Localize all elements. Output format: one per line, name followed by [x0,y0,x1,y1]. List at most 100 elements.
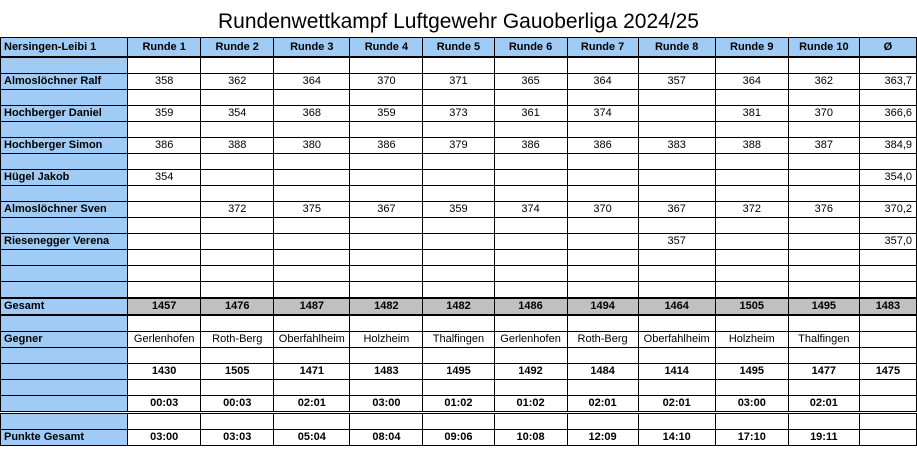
average-cell: 1475 [858,363,917,380]
empty-cell [637,347,716,364]
empty-cell [127,314,202,332]
empty-cell [566,249,639,266]
score-cell: 02:01 [637,395,716,414]
row-label-cell [0,185,129,202]
score-cell [637,169,716,186]
empty-cell [566,412,639,430]
empty-cell [422,249,495,266]
score-cell: 1494 [566,297,639,316]
empty-cell [493,265,568,282]
spacer-row [0,56,917,74]
spacer-row [0,379,917,396]
empty-cell [566,217,639,234]
empty-cell [637,56,716,74]
empty-cell [493,379,568,396]
score-cell [714,169,789,186]
score-cell: Gerlenhofen [127,331,202,348]
empty-cell [858,185,917,202]
row-label-cell [0,412,129,430]
average-cell: 370,2 [858,201,917,218]
empty-cell [127,56,202,74]
score-cell: 367 [349,201,424,218]
score-cell: Thalfingen [787,331,860,348]
score-cell: 372 [200,201,275,218]
score-cell: 1495 [714,363,789,380]
score-cell [349,169,424,186]
empty-cell [200,412,275,430]
empty-cell [273,217,351,234]
row-label-cell [0,56,129,74]
score-cell: 1505 [714,297,789,316]
empty-cell [493,185,568,202]
row-label-cell: Gesamt [0,297,129,316]
score-cell: 370 [349,73,424,90]
score-cell: Thalfingen [422,331,495,348]
score-cell: 02:01 [273,395,351,414]
empty-cell [422,185,495,202]
empty-cell [787,281,860,299]
score-cell: 1477 [787,363,860,380]
score-cell: 380 [273,137,351,154]
spacer-row [0,217,917,234]
empty-cell [273,153,351,170]
empty-cell [349,121,424,138]
empty-cell [858,89,917,106]
score-cell: Gerlenhofen [493,331,568,348]
score-cell [349,233,424,250]
empty-cell [858,121,917,138]
empty-cell [566,281,639,299]
row-label-cell: Hügel Jakob [0,169,129,186]
empty-cell [127,185,202,202]
score-cell: 09:06 [422,429,495,446]
score-cell: 388 [200,137,275,154]
score-cell: 386 [127,137,202,154]
score-cell: 03:00 [349,395,424,414]
score-cell: 1476 [200,297,275,316]
empty-cell [566,56,639,74]
empty-cell [349,89,424,106]
empty-cell [127,249,202,266]
empty-cell [714,281,789,299]
empty-cell [714,314,789,332]
empty-cell [273,412,351,430]
empty-cell [858,281,917,299]
empty-cell [637,412,716,430]
team-name-header: Nersingen-Leibi 1 [0,37,129,58]
empty-cell [858,153,917,170]
score-cell: 374 [566,105,639,122]
average-cell: 384,9 [858,137,917,154]
score-cell: 367 [637,201,716,218]
empty-cell [273,56,351,74]
empty-cell [493,281,568,299]
empty-cell [127,89,202,106]
empty-cell [714,89,789,106]
empty-cell [349,217,424,234]
score-cell: 1457 [127,297,202,316]
empty-cell [714,217,789,234]
empty-cell [787,217,860,234]
score-cell: 379 [422,137,495,154]
empty-cell [637,314,716,332]
empty-cell [637,153,716,170]
empty-cell [127,412,202,430]
empty-cell [273,121,351,138]
empty-cell [858,265,917,282]
score-cell: Roth-Berg [566,331,639,348]
average-header: Ø [858,37,917,58]
empty-cell [566,153,639,170]
empty-cell [787,89,860,106]
spacer-row [0,153,917,170]
empty-cell [200,281,275,299]
score-cell: 376 [787,201,860,218]
empty-cell [566,347,639,364]
empty-cell [200,56,275,74]
empty-cell [349,412,424,430]
score-cell: Holzheim [349,331,424,348]
empty-cell [637,379,716,396]
average-cell: 363,7 [858,73,917,90]
score-cell: 01:02 [493,395,568,414]
empty-cell [566,185,639,202]
row-label-cell [0,249,129,266]
score-cell: Oberfahlheim [637,331,716,348]
score-cell: 1486 [493,297,568,316]
